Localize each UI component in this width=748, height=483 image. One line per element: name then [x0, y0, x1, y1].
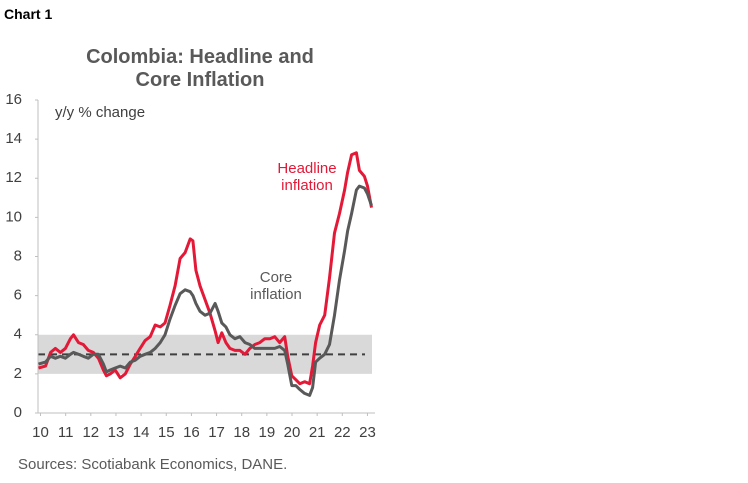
y-tick-label: 14: [5, 130, 22, 147]
y-tick-label: 10: [5, 208, 22, 225]
x-tick-label: 14: [133, 424, 150, 441]
series-label: Core inflation: [250, 269, 302, 303]
series-label: Headline inflation: [277, 160, 337, 194]
chart-title: Colombia: Headline and Core Inflation: [86, 46, 314, 91]
y-tick-label: 8: [14, 247, 22, 264]
x-tick-label: 17: [208, 424, 225, 441]
y-tick-label: 12: [5, 169, 22, 186]
y-tick-label: 16: [5, 91, 22, 108]
y-axis-label: y/y % change: [55, 104, 145, 121]
chart-label: Chart 1: [4, 6, 53, 22]
x-tick-label: 22: [334, 424, 351, 441]
y-tick-label: 2: [14, 365, 22, 382]
x-tick-label: 23: [359, 424, 376, 441]
x-tick-label: 21: [309, 424, 326, 441]
x-tick-label: 15: [158, 424, 175, 441]
x-tick-label: 16: [183, 424, 200, 441]
x-tick-label: 20: [284, 424, 301, 441]
x-tick-label: 11: [58, 424, 74, 441]
source-note: Sources: Scotiabank Economics, DANE.: [18, 456, 288, 473]
series-line: [38, 151, 373, 386]
y-tick-label: 6: [14, 287, 22, 304]
series-line: [38, 184, 373, 397]
y-tick-label: 4: [14, 326, 22, 343]
x-tick-label: 12: [82, 424, 99, 441]
x-tick-label: 19: [259, 424, 276, 441]
x-tick-label: 13: [108, 424, 125, 441]
x-tick-label: 10: [32, 424, 49, 441]
y-tick-label: 0: [14, 404, 22, 421]
x-tick-label: 18: [233, 424, 250, 441]
